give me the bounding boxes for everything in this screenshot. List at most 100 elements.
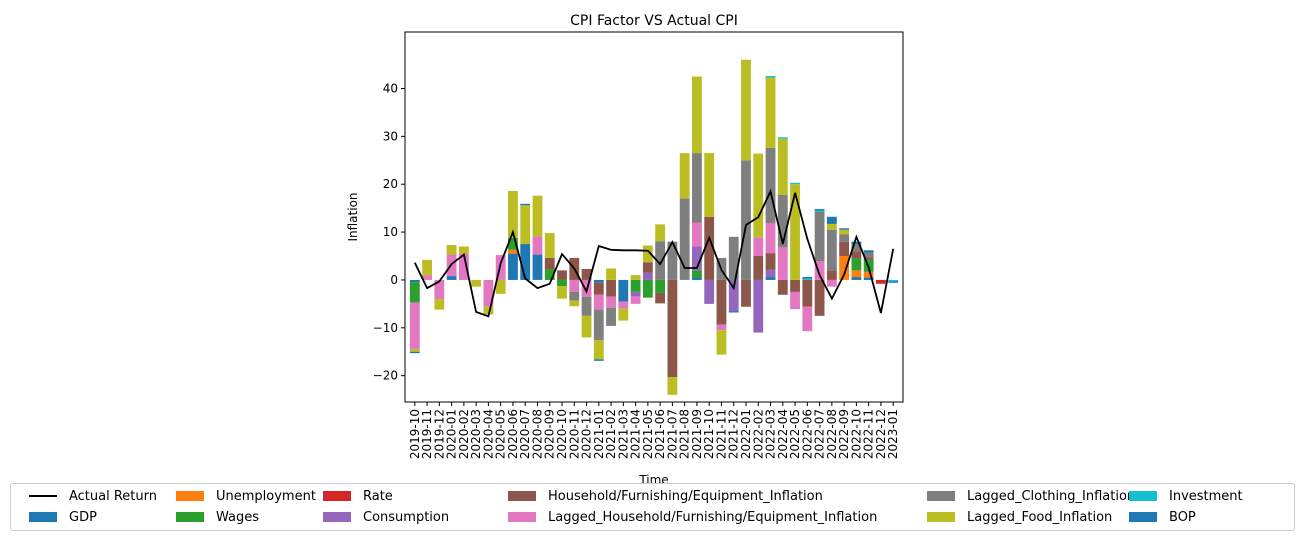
- bar-investment-2022-05: [790, 182, 800, 185]
- bar-household-furnishing-equipment-inflation-2022-03: [765, 253, 776, 270]
- bar-wages-2021-06: [655, 279, 666, 293]
- bar-wages-2020-06: [508, 237, 518, 250]
- bar-lagged-household-furnishing-equipment-inflation-2022-03: [765, 222, 776, 254]
- legend-label: BOP: [1169, 509, 1196, 525]
- bar-consumption-2021-10: [704, 279, 715, 304]
- bar-gdp-2021-01: [593, 279, 604, 283]
- legend-swatch: [176, 512, 204, 522]
- bar-gdp-2022-10: [851, 277, 862, 280]
- bar-lagged-food-inflation-2022-04: [777, 138, 788, 195]
- plot-area: [404, 31, 904, 403]
- y-tick-label: 10: [383, 225, 398, 239]
- bar-lagged-food-inflation-2020-06: [508, 190, 518, 238]
- bar-lagged-clothing-inflation-2022-10: [851, 244, 862, 252]
- x-tick-label: 2020-08: [530, 409, 544, 459]
- legend-swatch: [323, 491, 351, 501]
- bar-bop-2021-01: [593, 359, 604, 361]
- bar-lagged-food-inflation-2020-09: [544, 233, 555, 258]
- y-tick-label: −20: [373, 369, 398, 383]
- x-tick-label: 2021-03: [616, 409, 630, 459]
- bar-household-furnishing-equipment-inflation-2021-10: [704, 216, 715, 280]
- bar-lagged-food-inflation-2019-12: [434, 299, 445, 310]
- bar-lagged-clothing-inflation-2022-04: [777, 194, 788, 248]
- x-tick-label: 2021-05: [641, 409, 655, 459]
- x-tick-label: 2019-10: [408, 409, 422, 459]
- bar-household-furnishing-equipment-inflation-2022-10: [851, 251, 862, 259]
- bar-household-furnishing-equipment-inflation-2022-01: [741, 279, 751, 307]
- bar-wages-2021-09: [692, 270, 702, 278]
- x-tick-label: 2022-11: [862, 409, 876, 459]
- x-tick-label: 2020-10: [555, 409, 569, 459]
- bar-household-furnishing-equipment-inflation-2022-09: [839, 241, 850, 257]
- x-tick-label: 2022-06: [800, 409, 814, 459]
- x-tick-label: 2021-09: [690, 409, 704, 459]
- x-tick-label: 2021-06: [653, 409, 667, 459]
- bar-wages-2022-10: [851, 258, 862, 271]
- bar-lagged-household-furnishing-equipment-inflation-2021-11: [716, 324, 727, 331]
- bar-household-furnishing-equipment-inflation-2021-07: [667, 279, 678, 378]
- x-tick-label: 2020-03: [469, 409, 483, 459]
- bar-wages-2020-10: [557, 279, 567, 287]
- x-tick-label: 2020-05: [494, 409, 508, 459]
- bar-lagged-household-furnishing-equipment-inflation-2021-04: [630, 296, 641, 304]
- bar-lagged-food-inflation-2019-11: [422, 259, 432, 276]
- x-tick-label: 2022-09: [837, 409, 851, 459]
- bar-bop-2022-06: [802, 277, 813, 279]
- bar-lagged-clothing-inflation-2021-08: [679, 198, 690, 280]
- x-tick-label: 2020-11: [567, 409, 581, 459]
- y-axis-label: Inflation: [346, 192, 360, 241]
- bar-lagged-household-furnishing-equipment-inflation-2020-05: [495, 255, 506, 280]
- bar-consumption-2021-05: [642, 272, 653, 280]
- legend-label: Actual Return: [69, 488, 157, 504]
- bar-gdp-2020-01: [446, 276, 457, 280]
- x-tick-label: 2022-12: [874, 409, 888, 459]
- bar-lagged-clothing-inflation-2021-01: [593, 309, 604, 341]
- bar-bop-2023-01: [888, 281, 899, 283]
- bar-lagged-food-inflation-2020-01: [446, 245, 457, 255]
- bar-lagged-clothing-inflation-2022-01: [741, 160, 751, 280]
- bar-unemployment-2022-09: [839, 256, 850, 280]
- bar-bop-2021-12: [728, 311, 739, 313]
- bar-lagged-household-furnishing-equipment-inflation-2020-04: [483, 279, 494, 307]
- bar-wages-2021-05: [642, 279, 653, 298]
- x-tick-label: 2019-11: [420, 409, 434, 459]
- bar-group: [409, 59, 899, 395]
- legend-swatch: [29, 512, 57, 522]
- bar-gdp-2021-09: [692, 277, 702, 280]
- bar-lagged-clothing-inflation-2021-02: [606, 307, 616, 326]
- bar-lagged-household-furnishing-equipment-inflation-2022-07: [814, 261, 825, 280]
- bar-wages-2021-04: [630, 279, 641, 292]
- bar-household-furnishing-equipment-inflation-2022-04: [777, 279, 788, 295]
- bar-unemployment-2020-06: [508, 249, 518, 254]
- x-tick-label: 2023-01: [886, 409, 900, 459]
- x-tick-label: 2021-04: [629, 409, 643, 459]
- bar-lagged-food-inflation-2020-02: [458, 246, 469, 254]
- x-tick-label: 2021-07: [665, 409, 679, 459]
- bar-lagged-food-inflation-2020-05: [495, 279, 506, 294]
- bar-lagged-household-furnishing-equipment-inflation-2022-02: [753, 237, 764, 257]
- bar-lagged-clothing-inflation-2021-06: [655, 241, 666, 280]
- bar-wages-2020-09: [544, 269, 555, 280]
- x-tick-label: 2021-10: [702, 409, 716, 459]
- bar-lagged-household-furnishing-equipment-inflation-2022-05: [790, 291, 800, 310]
- legend-item: Lagged_Clothing_Inflation: [927, 486, 1135, 506]
- bar-lagged-clothing-inflation-2020-12: [581, 296, 592, 316]
- bar-lagged-food-inflation-2021-04: [630, 275, 641, 280]
- legend-item: Actual Return: [29, 486, 157, 506]
- legend-swatch: [508, 491, 536, 501]
- bar-household-furnishing-equipment-inflation-2021-06: [655, 292, 666, 304]
- bar-lagged-household-furnishing-equipment-inflation-2022-04: [777, 247, 788, 280]
- bar-household-furnishing-equipment-inflation-2022-08: [826, 270, 837, 280]
- legend-label: Lagged_Clothing_Inflation: [967, 488, 1136, 504]
- cpi-chart: CPI Factor VS Actual CPI −20 −10 0 10 20 30 40…: [346, 13, 904, 483]
- bar-lagged-clothing-inflation-2022-07: [814, 211, 825, 262]
- legend-item: Rate: [323, 486, 393, 506]
- x-tick-label: 2021-02: [604, 409, 618, 459]
- legend-swatch: [927, 491, 955, 501]
- bar-lagged-food-inflation-2020-11: [569, 300, 580, 307]
- x-tick-label: 2022-01: [739, 409, 753, 459]
- legend-label: Household/Furnishing/Equipment_Inflation: [548, 488, 823, 504]
- legend-label: Lagged_Household/Furnishing/Equipment_In…: [548, 509, 878, 525]
- bar-lagged-clothing-inflation-2021-12: [728, 236, 739, 280]
- bar-lagged-household-furnishing-equipment-inflation-2019-11: [422, 275, 432, 280]
